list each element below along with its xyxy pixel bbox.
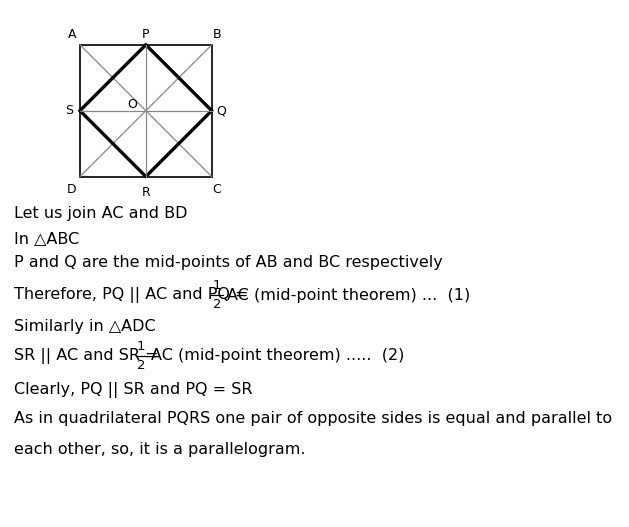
Text: 1: 1 [213,279,221,292]
Text: Clearly, PQ || SR and PQ = SR: Clearly, PQ || SR and PQ = SR [14,382,252,398]
Text: B: B [213,28,221,41]
Text: P: P [142,28,150,41]
Text: R: R [142,186,150,199]
Text: Let us join AC and BD: Let us join AC and BD [14,206,187,221]
Text: SR || AC and SR =: SR || AC and SR = [14,348,164,364]
Text: C: C [213,183,221,196]
Text: P and Q are the mid-points of AB and BC respectively: P and Q are the mid-points of AB and BC … [14,256,443,270]
Text: O: O [128,97,138,111]
Text: each other, so, it is a parallelogram.: each other, so, it is a parallelogram. [14,442,305,456]
Text: 1: 1 [137,340,145,353]
Text: S: S [65,104,74,117]
Text: As in quadrilateral PQRS one pair of opposite sides is equal and parallel to: As in quadrilateral PQRS one pair of opp… [14,412,612,426]
Text: A: A [68,28,76,41]
Text: Q: Q [216,104,226,117]
Text: Similarly in △ADC: Similarly in △ADC [14,319,155,334]
Text: 2: 2 [137,359,145,372]
Text: D: D [67,183,77,196]
Text: AC (mid-point theorem) ...  (1): AC (mid-point theorem) ... (1) [226,288,470,302]
Text: In △ABC: In △ABC [14,231,79,246]
Text: AC (mid-point theorem) .....  (2): AC (mid-point theorem) ..... (2) [150,348,404,363]
Text: Therefore, PQ || AC and PQ =: Therefore, PQ || AC and PQ = [14,287,253,303]
Text: 2: 2 [213,298,221,311]
